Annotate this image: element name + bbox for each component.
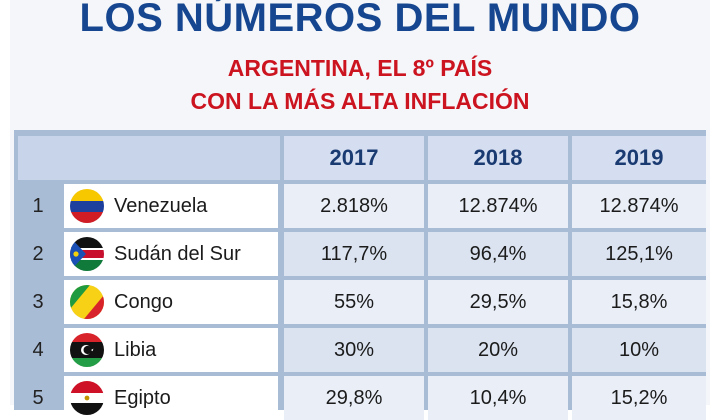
subtitle-line-2: CON LA MÁS ALTA INFLACIÓN [190,88,530,114]
country-cell: Libia [64,328,278,372]
value-2018: 29,5% [428,280,568,324]
value-2018: 12.874% [428,184,568,228]
table-row: 2 Sudán del Sur 117,7% 96,4% 125,1% [14,232,706,276]
country-cell: Congo [64,280,278,324]
page-title: LOS NÚMEROS DEL MUNDO [79,0,641,40]
country-name: Egipto [114,386,171,409]
table-row: 4 Libia 30% 20% 10% [14,328,706,372]
south-sudan-flag-icon [70,237,104,271]
country-name: Venezuela [114,194,208,217]
rank-cell: 3 [32,290,44,313]
congo-flag-icon [70,285,104,319]
egypt-flag-icon [70,381,104,415]
table-row: 5 Egipto 29,8% 10,4% 15,2% [14,376,706,420]
value-2019: 15,8% [572,280,706,324]
venezuela-flag-icon [70,189,104,223]
rank-cell: 5 [32,386,44,409]
value-2018: 20% [428,328,568,372]
rank-cell: 2 [32,242,44,265]
value-2018: 10,4% [428,376,568,420]
value-2017: 55% [284,280,424,324]
subtitle-line-1: ARGENTINA, EL 8º PAÍS [227,55,493,81]
table-row: 1 Venezuela 2.818% 12.874% 12.874% [14,184,706,228]
value-2018: 96,4% [428,232,568,276]
table-row: 3 Congo 55% 29,5% 15,8% [14,280,706,324]
country-cell: Sudán del Sur [64,232,278,276]
rank-cell: 4 [32,338,44,361]
value-2019: 12.874% [572,184,706,228]
column-header-2019: 2019 [572,136,706,180]
header-blank-cell [18,136,280,180]
value-2017: 30% [284,328,424,372]
column-header-2018: 2018 [428,136,568,180]
value-2017: 2.818% [284,184,424,228]
value-2019: 15,2% [572,376,706,420]
value-2019: 125,1% [572,232,706,276]
country-name: Libia [114,338,157,361]
libya-flag-icon [70,333,104,367]
inflation-table: 2017 2018 2019 1 Venezuela 2.818% 12.874… [14,130,706,420]
country-cell: Egipto [64,376,278,420]
country-cell: Venezuela [64,184,278,228]
value-2019: 10% [572,328,706,372]
value-2017: 29,8% [284,376,424,420]
column-header-2017: 2017 [284,136,424,180]
value-2017: 117,7% [284,232,424,276]
rank-cell: 1 [32,194,44,217]
country-name: Congo [114,290,173,313]
country-name: Sudán del Sur [114,242,241,265]
